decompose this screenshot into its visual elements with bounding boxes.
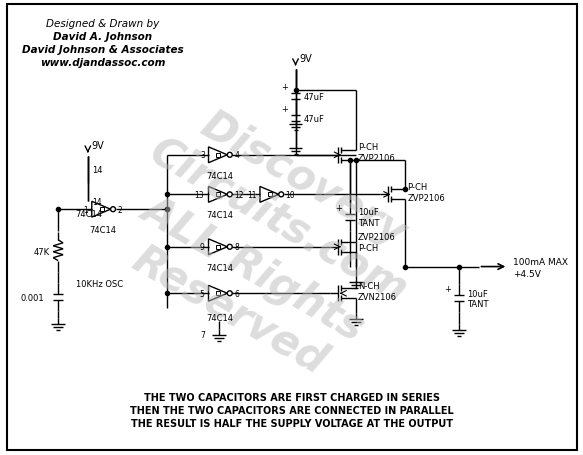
Text: ZVP2106: ZVP2106 bbox=[358, 154, 396, 163]
Text: 6: 6 bbox=[234, 289, 239, 298]
Text: 10KHz OSC: 10KHz OSC bbox=[76, 279, 123, 288]
Text: P-CH: P-CH bbox=[358, 143, 378, 152]
Text: 47uF: 47uF bbox=[304, 93, 324, 102]
Text: 4: 4 bbox=[234, 151, 239, 160]
Text: ZVP2106: ZVP2106 bbox=[408, 193, 445, 202]
Text: 14: 14 bbox=[92, 166, 102, 175]
Text: P-CH: P-CH bbox=[358, 244, 378, 253]
Text: +4.5V: +4.5V bbox=[513, 269, 541, 278]
Text: 47uF: 47uF bbox=[304, 115, 324, 123]
Text: 74C14: 74C14 bbox=[206, 211, 233, 220]
Text: 74C14: 74C14 bbox=[206, 263, 233, 272]
Text: THEN THE TWO CAPACITORS ARE CONNECTED IN PARALLEL: THEN THE TWO CAPACITORS ARE CONNECTED IN… bbox=[129, 405, 454, 415]
Text: 74C14: 74C14 bbox=[206, 171, 233, 180]
Text: David Johnson & Associates: David Johnson & Associates bbox=[22, 45, 184, 55]
Text: ALL Rights
Reserved: ALL Rights Reserved bbox=[110, 187, 372, 390]
Text: +: + bbox=[281, 105, 287, 114]
Text: 11: 11 bbox=[247, 191, 257, 199]
Text: N-CH: N-CH bbox=[358, 281, 380, 290]
Text: 9: 9 bbox=[199, 243, 205, 252]
Text: 2: 2 bbox=[118, 205, 122, 214]
Text: Discovery
Circuits.com: Discovery Circuits.com bbox=[142, 88, 439, 312]
Bar bbox=[216, 292, 220, 296]
Text: +: + bbox=[335, 204, 342, 212]
Bar bbox=[268, 193, 272, 197]
Text: 7: 7 bbox=[201, 331, 206, 339]
Text: 74C14: 74C14 bbox=[89, 226, 116, 234]
Text: 8: 8 bbox=[234, 243, 239, 252]
Text: 13: 13 bbox=[194, 191, 203, 199]
Bar bbox=[100, 208, 104, 212]
Text: 9V: 9V bbox=[92, 141, 104, 151]
Text: 10uF
TANT: 10uF TANT bbox=[466, 289, 488, 308]
Text: 100mA MAX: 100mA MAX bbox=[513, 258, 568, 267]
Text: ZVP2106: ZVP2106 bbox=[358, 233, 396, 242]
Text: 0.001: 0.001 bbox=[20, 293, 44, 302]
Text: Designed & Drawn by: Designed & Drawn by bbox=[46, 19, 159, 29]
Text: P-CH: P-CH bbox=[408, 182, 427, 192]
Bar bbox=[216, 193, 220, 197]
Bar bbox=[216, 153, 220, 157]
Text: 47K: 47K bbox=[34, 248, 50, 257]
Text: 5: 5 bbox=[199, 289, 205, 298]
Text: ZVN2106: ZVN2106 bbox=[358, 292, 397, 301]
Text: 14: 14 bbox=[92, 197, 101, 206]
Text: 10uF
TANT: 10uF TANT bbox=[358, 208, 380, 228]
Text: 74C14: 74C14 bbox=[75, 210, 102, 219]
Text: 9V: 9V bbox=[300, 54, 312, 64]
Text: David A. Johnson: David A. Johnson bbox=[53, 32, 152, 42]
Text: 1: 1 bbox=[83, 205, 88, 214]
Text: 3: 3 bbox=[201, 151, 206, 160]
Bar bbox=[216, 245, 220, 249]
Text: +: + bbox=[281, 83, 287, 92]
Text: 74C14: 74C14 bbox=[206, 313, 233, 322]
Text: www.djandassoc.com: www.djandassoc.com bbox=[40, 58, 166, 68]
Text: THE TWO CAPACITORS ARE FIRST CHARGED IN SERIES: THE TWO CAPACITORS ARE FIRST CHARGED IN … bbox=[143, 392, 440, 402]
Text: 12: 12 bbox=[234, 191, 244, 199]
Text: +: + bbox=[444, 285, 451, 293]
Text: THE RESULT IS HALF THE SUPPLY VOLTAGE AT THE OUTPUT: THE RESULT IS HALF THE SUPPLY VOLTAGE AT… bbox=[131, 418, 452, 428]
Text: 10: 10 bbox=[286, 191, 295, 199]
